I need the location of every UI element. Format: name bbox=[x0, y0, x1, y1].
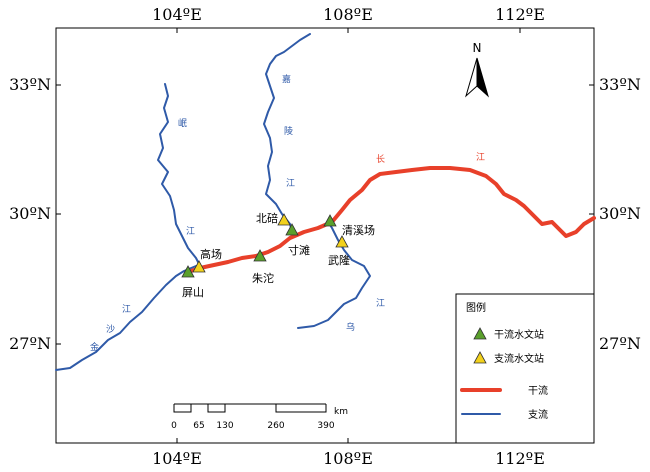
lon-label-bottom-104: 104ºE bbox=[152, 449, 202, 468]
lat-label-right-33: 33ºN bbox=[599, 75, 641, 94]
north-arrow-right-half bbox=[476, 57, 489, 98]
lon-label-top-112: 112ºE bbox=[495, 5, 545, 24]
legend-trib-river-label: 支流 bbox=[528, 408, 548, 421]
jinsha-river bbox=[55, 265, 197, 371]
north-arrow-left-half bbox=[465, 57, 478, 98]
changjiang-label-2: 江 bbox=[476, 152, 485, 163]
min-label-1: 岷 bbox=[178, 118, 187, 129]
legend-main-station-label: 干流水文站 bbox=[494, 328, 544, 341]
legend-main-station-icon bbox=[473, 327, 487, 340]
station-label-cuntan: 寸滩 bbox=[288, 243, 310, 257]
scale-tick-260: 260 bbox=[267, 421, 284, 431]
lon-label-top-104: 104ºE bbox=[152, 5, 202, 24]
station-label-wulong: 武隆 bbox=[328, 253, 350, 267]
jialing-label-2: 陵 bbox=[284, 126, 293, 137]
legend-trib-station-icon bbox=[473, 351, 487, 364]
station-label-beibei: 北碚 bbox=[256, 211, 278, 225]
station-label-zhutuo: 朱沱 bbox=[252, 271, 274, 285]
station-label-qingxichang: 清溪场 bbox=[342, 223, 375, 237]
jinsha-label-1: 金 bbox=[90, 341, 99, 353]
scale-tick-0: 0 bbox=[171, 421, 177, 431]
station-marker-gaochang bbox=[192, 260, 206, 273]
scale-tick-130: 130 bbox=[216, 421, 233, 431]
map-frame bbox=[55, 27, 595, 444]
station-marker-pingshan bbox=[181, 265, 195, 278]
lon-label-top-108: 108ºE bbox=[323, 5, 373, 24]
scale-tick-390: 390 bbox=[317, 421, 334, 431]
lon-label-bottom-108: 108ºE bbox=[323, 449, 373, 468]
scale-unit: km bbox=[334, 407, 348, 417]
changjiang-label-1: 长 bbox=[376, 153, 385, 165]
lat-label-left-30: 30ºN bbox=[9, 204, 51, 223]
lat-label-left-27: 27ºN bbox=[9, 334, 51, 353]
station-marker-beibei bbox=[277, 213, 291, 226]
min-label-2: 江 bbox=[186, 226, 195, 237]
jialing-river bbox=[263, 33, 311, 233]
lat-label-left-33: 33ºN bbox=[9, 75, 51, 94]
scale-bar-line bbox=[173, 403, 327, 413]
legend: 图例 干流水文站 支流水文站 干流 支流 bbox=[455, 293, 595, 444]
north-arrow: N bbox=[465, 41, 489, 98]
wu-river bbox=[297, 221, 371, 329]
jialing-label-1: 嘉 bbox=[282, 73, 291, 85]
station-marker-wulong bbox=[335, 235, 349, 248]
scale-tick-65: 65 bbox=[193, 421, 204, 431]
station-label-pingshan: 屏山 bbox=[182, 286, 204, 299]
jinsha-label-3: 江 bbox=[122, 304, 131, 315]
station-marker-qingxichang bbox=[323, 214, 337, 227]
legend-title: 图例 bbox=[466, 301, 486, 314]
lon-label-bottom-112: 112ºE bbox=[495, 449, 545, 468]
lat-label-right-27: 27ºN bbox=[599, 334, 641, 353]
station-marker-zhutuo bbox=[253, 249, 267, 262]
wu-label-2: 江 bbox=[376, 298, 385, 309]
legend-trib-station-label: 支流水文站 bbox=[494, 352, 544, 365]
jialing-label-3: 江 bbox=[286, 178, 295, 189]
scale-bar: 0 65 130 260 390 km bbox=[171, 403, 348, 431]
min-river bbox=[157, 83, 201, 267]
legend-main-river-label: 干流 bbox=[528, 384, 548, 397]
main-stem-river bbox=[186, 166, 596, 274]
north-arrow-label: N bbox=[473, 41, 482, 55]
jinsha-label-2: 沙 bbox=[106, 324, 115, 335]
wu-label-1: 乌 bbox=[346, 321, 355, 333]
station-label-gaochang: 高场 bbox=[200, 247, 222, 261]
lat-label-right-30: 30ºN bbox=[599, 204, 641, 223]
station-marker-cuntan bbox=[285, 223, 299, 236]
tributaries bbox=[55, 33, 371, 371]
legend-box bbox=[455, 293, 595, 444]
